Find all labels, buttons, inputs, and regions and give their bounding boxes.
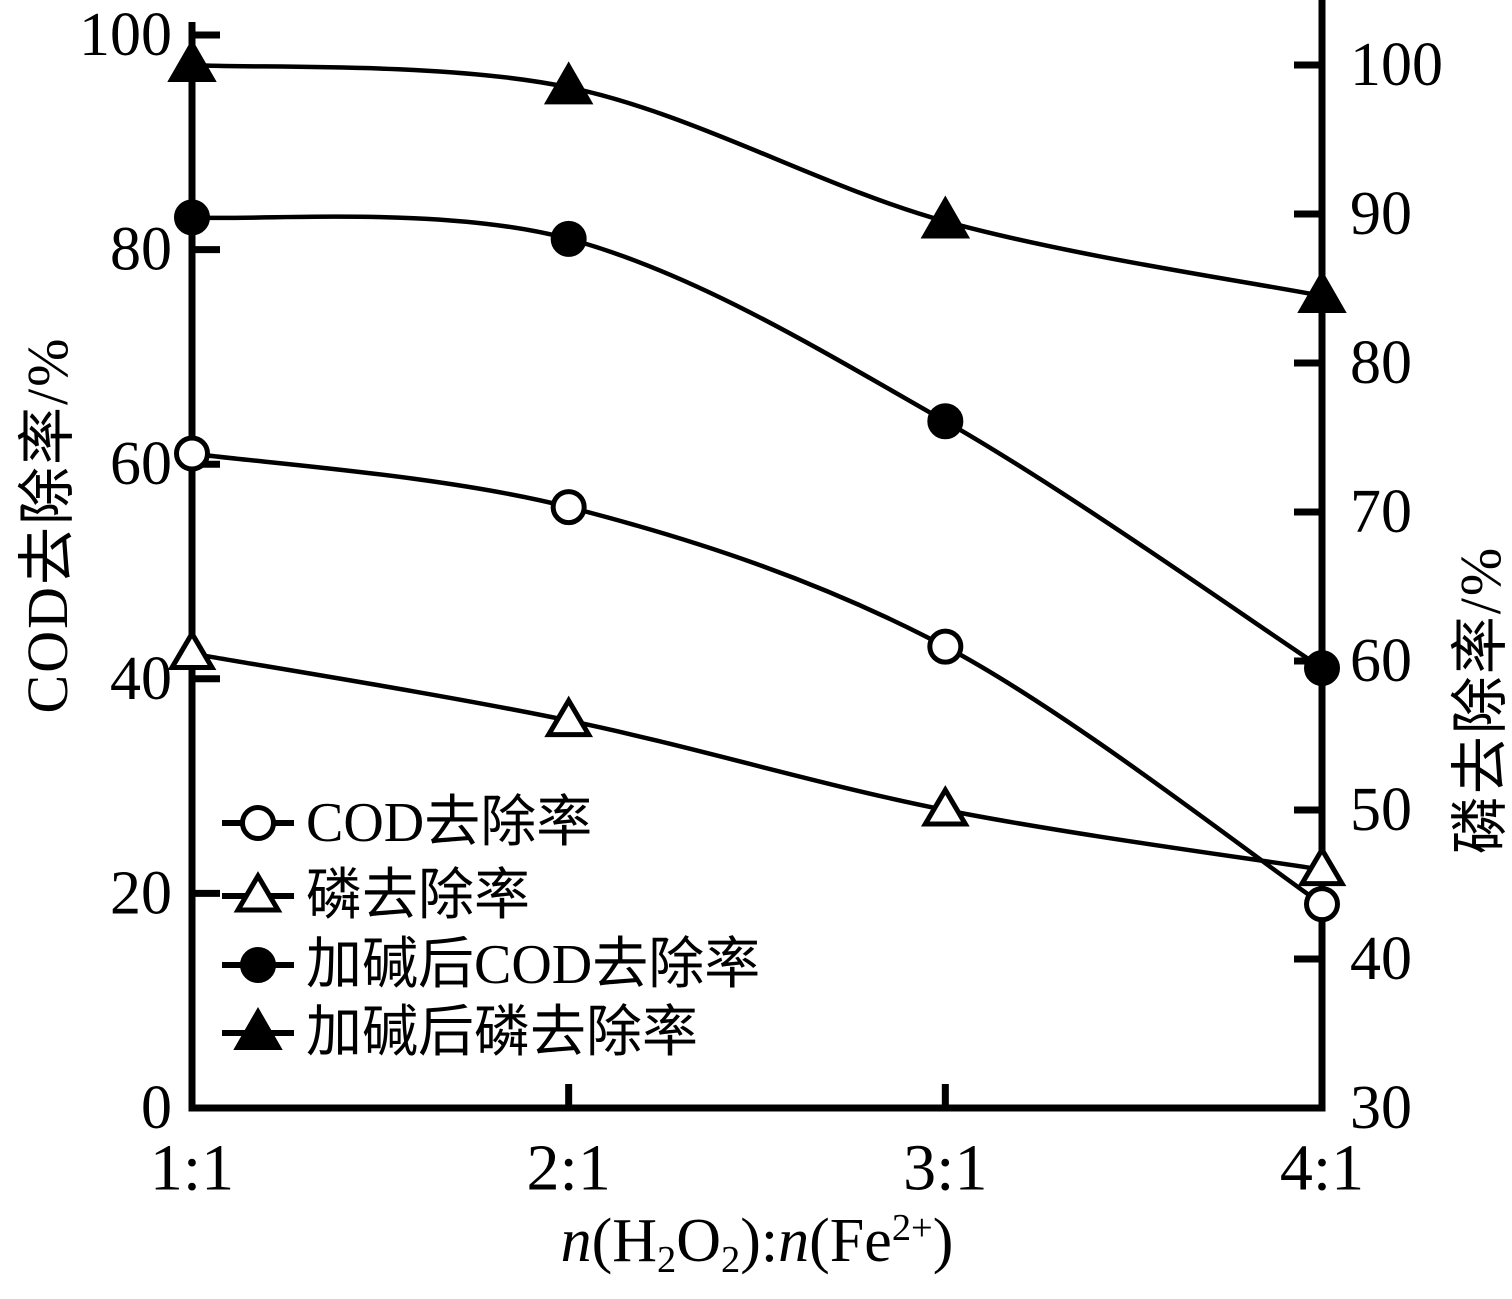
series-line-cod [191,451,1324,906]
right-axis-tick-label: 60 [1350,627,1412,695]
x-axis-tick-label: 2:1 [526,1132,610,1205]
marker-p-3 [1297,844,1347,887]
legend-marker-cod-alkali [240,947,276,983]
legend-marker-p-alkali [233,1006,283,1050]
marker-p-2 [920,785,970,827]
left-axis-tick-label: 100 [79,1,172,69]
legend-label-p: 磷去除率 [306,865,530,927]
marker-cod-alkali-0 [174,199,210,236]
left-axis-tick-label: 40 [110,645,172,713]
marker-cod-3 [1304,886,1340,923]
x-axis-title-part: 2 [657,1238,677,1281]
left-axis-tick-label: 60 [110,430,172,498]
marker-cod-1 [550,489,587,526]
x-axis-tick-label: 4:1 [1280,1132,1364,1205]
marker-p-alkali-0 [167,38,217,82]
x-axis-title-part: (Fe [809,1207,892,1276]
x-axis-title-part: (H [591,1207,658,1276]
right-axis-tick-label: 30 [1350,1074,1412,1142]
legend-marker-p [233,871,283,913]
right-axis-tick-label: 70 [1350,478,1412,546]
right-axis-tick-label: 50 [1350,776,1412,844]
right-axis-tick-label: 100 [1350,31,1443,99]
legend-label-p-alkali: 加碱后磷去除率 [306,1002,698,1064]
marker-p-alkali-1 [543,61,594,105]
series-line-p [191,651,1323,872]
x-axis-tick-label: 1:1 [150,1132,234,1205]
right-axis-title: 磷去除率/% [1448,545,1512,855]
right-axis-tick-label: 40 [1350,925,1412,993]
left-axis-title: COD去除率/% [15,336,80,714]
legend-label-cod-alkali: 加碱后COD去除率 [306,934,760,996]
x-axis-title-part: ) [740,1207,761,1276]
x-axis-tick-label: 3:1 [903,1132,987,1205]
series-line-cod-alkali [191,214,1324,670]
x-axis-title-part: 2 [721,1238,741,1281]
marker-cod-alkali-3 [1304,650,1340,687]
marker-cod-alkali-2 [927,403,964,440]
left-axis-tick-label: 80 [110,216,172,284]
marker-p-0 [167,628,217,671]
left-axis-tick-label: 0 [141,1074,172,1142]
x-axis-title-part: n [778,1207,810,1276]
x-axis-title-part: 2+ [891,1207,933,1250]
marker-p-1 [544,695,594,738]
marker-p-alkali-3 [1297,269,1347,313]
x-axis-title: n(H2O2):n(Fe2+) [561,1206,954,1282]
left-axis-tick-label: 20 [110,859,172,927]
x-axis-title-part: ) [932,1207,954,1276]
x-axis-title-part: n [560,1207,592,1276]
right-axis-tick-label: 90 [1350,180,1412,248]
series-line-p-alkali [191,62,1323,299]
marker-p-alkali-2 [920,195,971,239]
marker-cod-0 [174,435,210,472]
x-axis-title-part: O [676,1207,722,1276]
right-axis-tick-label: 80 [1350,329,1412,397]
marker-cod-2 [927,628,964,665]
x-axis-title-part: : [760,1207,779,1276]
legend-label-cod: COD去除率 [306,792,592,854]
marker-cod-alkali-1 [550,220,587,257]
legend-marker-cod [240,805,276,841]
